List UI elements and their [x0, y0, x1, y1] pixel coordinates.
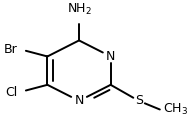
Text: CH$_3$: CH$_3$ — [163, 102, 189, 117]
Text: S: S — [135, 94, 143, 107]
Text: Cl: Cl — [5, 86, 17, 99]
Text: NH$_2$: NH$_2$ — [67, 2, 92, 17]
Text: N: N — [74, 94, 84, 107]
Text: Br: Br — [4, 43, 17, 56]
Text: N: N — [106, 50, 115, 63]
